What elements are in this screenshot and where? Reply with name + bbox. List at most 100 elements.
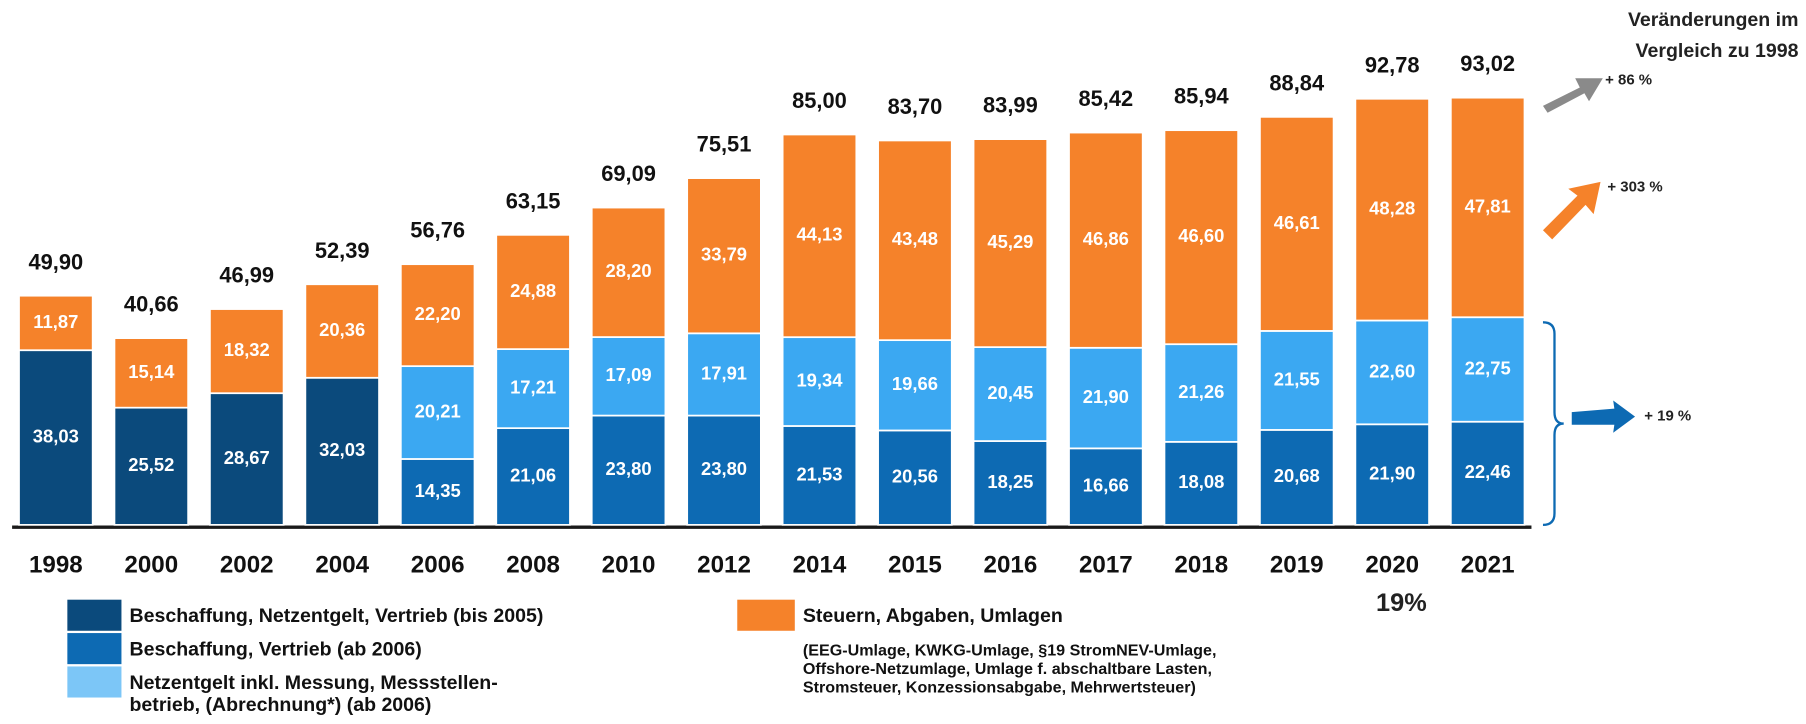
bar-segment [781,336,858,427]
total-label: 93,02 [1460,51,1515,76]
total-label: 85,94 [1174,84,1230,109]
arrow-orange [1542,181,1601,240]
bar-segment [399,263,476,368]
x-tick-label: 2021 [1461,552,1515,579]
value-label: 23,80 [606,458,652,479]
total-label: 88,84 [1269,70,1325,95]
value-label: 21,90 [1369,462,1415,483]
value-label: 22,20 [415,303,461,324]
value-label: 21,55 [1274,368,1320,389]
total-label: 83,99 [983,93,1038,118]
legend-swatch [67,599,122,631]
value-label: 16,66 [1083,474,1129,495]
arrow-grey [1542,78,1603,113]
total-label: 40,66 [124,292,179,317]
bar-segment [1354,319,1430,426]
legend-swatch [67,666,122,698]
bar-segment [1354,97,1430,322]
value-label: 15,14 [128,361,175,382]
total-label: 63,15 [506,188,561,213]
bar-segment [686,414,762,526]
x-tick-label: 2016 [984,552,1038,579]
x-tick-label: 2020 [1365,552,1419,579]
note-2020: 19% [1376,589,1427,617]
total-change: + 86 % [1605,72,1652,89]
value-label: 18,08 [1178,471,1224,492]
value-label: 18,25 [987,471,1033,492]
total-label: 56,76 [410,218,465,243]
total-label: 83,70 [888,94,943,119]
value-label: 47,81 [1465,195,1511,216]
bar-segment [495,427,571,526]
bar-segment [304,376,380,526]
value-label: 22,60 [1369,360,1415,381]
x-tick-label: 2012 [697,552,751,579]
value-label: 18,32 [224,339,270,360]
total-label: 85,00 [792,88,847,113]
value-label: 45,29 [987,231,1033,252]
x-tick-label: 1998 [29,552,83,579]
value-label: 19,66 [892,373,938,394]
value-label: 46,61 [1274,212,1320,233]
total-label: 46,99 [219,263,274,288]
bar-segment [209,308,285,395]
value-label: 32,03 [319,439,365,460]
legend-swatch [737,599,795,631]
legend-label: Netzentgelt inkl. Messung, Messstellen- [130,672,498,694]
value-label: 21,90 [1083,386,1129,407]
bar-segment [686,332,762,417]
x-tick-label: 2006 [411,552,465,579]
value-label: 48,28 [1369,197,1415,218]
total-label: 52,39 [315,238,370,263]
bar-segment [1354,423,1430,526]
total-label: 69,09 [601,161,656,186]
value-label: 28,67 [224,447,270,468]
value-label: 17,09 [606,364,652,385]
value-label: 20,21 [415,400,461,421]
bar-segment [1449,420,1526,526]
bar-segment [1068,346,1144,450]
bar-segment [18,294,94,352]
value-label: 21,26 [1178,381,1224,402]
legend-label: Beschaffung, Netzentgelt, Vertrieb (bis … [130,605,544,627]
bar-segment [590,414,667,526]
bar-segment [1259,115,1335,332]
bar-segment [113,337,189,409]
value-label: 22,46 [1465,461,1511,482]
legend-note: Stromsteuer, Konzessionsabgabe, Mehrwert… [803,679,1196,697]
value-label: 17,91 [701,362,747,383]
legend-label: Beschaffung, Vertrieb (ab 2006) [130,639,422,661]
bar-segment [209,392,285,526]
bar-segment [972,440,1049,526]
bar-segment [781,425,858,526]
legend-note: (EEG-Umlage, KWKG-Umlage, §19 StromNEV-U… [803,642,1217,660]
network-change: + 19 % [1644,408,1691,425]
value-label: 46,86 [1083,228,1129,249]
x-tick-label: 2004 [315,552,369,579]
value-label: 23,80 [701,458,747,479]
bar-segment [399,365,476,460]
arrow-blue [1571,400,1636,433]
value-label: 20,36 [319,319,365,340]
change-header: Veränderungen im [1628,9,1799,31]
x-tick-label: 2018 [1174,552,1228,579]
bar-segment [399,458,476,526]
value-label: 43,48 [892,228,938,249]
value-label: 33,79 [701,244,747,265]
value-label: 17,21 [510,376,556,397]
x-tick-label: 2015 [888,552,942,579]
value-label: 20,56 [892,466,938,487]
x-tick-label: 2014 [793,552,847,579]
bracket [1542,321,1564,527]
value-label: 24,88 [510,280,556,301]
tax-change: + 303 % [1607,179,1662,196]
legend-label: betrieb, (Abrechnung*) (ab 2006) [130,694,432,716]
bar-segment [1068,447,1144,526]
total-label: 85,42 [1078,86,1133,111]
value-label: 22,75 [1465,357,1511,378]
value-label: 14,35 [415,480,461,501]
legend-note: Offshore-Netzumlage, Umlage f. abschaltb… [803,660,1212,678]
value-label: 21,53 [796,463,842,484]
value-label: 46,60 [1178,225,1224,246]
